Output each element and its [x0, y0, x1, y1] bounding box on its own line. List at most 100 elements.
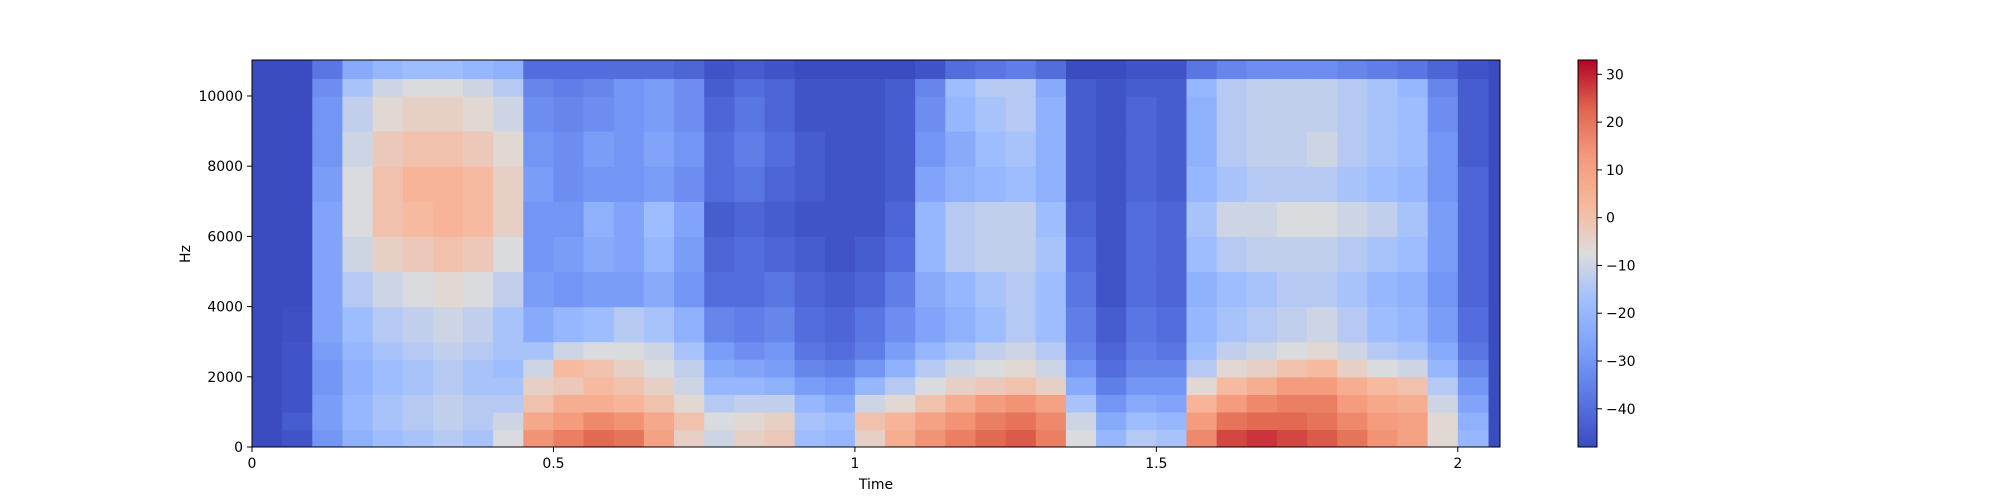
spectrogram-cell — [794, 131, 826, 167]
spectrogram-cell — [282, 236, 313, 273]
spectrogram-cell — [975, 376, 1007, 395]
spectrogram-cell — [764, 394, 796, 413]
spectrogram-cell — [1367, 271, 1399, 308]
spectrogram-cell — [643, 60, 675, 80]
spectrogram-cell — [975, 394, 1007, 413]
spectrogram-cell — [915, 394, 946, 413]
spectrogram-cell — [342, 394, 374, 413]
spectrogram-cell — [1457, 166, 1489, 202]
spectrogram-cell — [945, 78, 977, 97]
spectrogram-cell — [945, 131, 977, 167]
spectrogram-cell — [945, 394, 977, 413]
spectrogram-cell — [523, 394, 555, 413]
spectrogram-cell — [1005, 166, 1037, 202]
spectrogram-cell — [794, 429, 826, 447]
spectrogram-cell — [342, 201, 374, 237]
spectrogram-cell — [402, 131, 434, 167]
spectrogram-cell — [1307, 236, 1338, 273]
spectrogram-cell — [523, 166, 555, 202]
spectrogram-cell — [1276, 359, 1308, 378]
spectrogram-cell — [734, 60, 766, 80]
spectrogram-cell — [342, 60, 374, 80]
spectrogram-cell — [1035, 236, 1067, 273]
spectrogram-cell — [764, 78, 796, 97]
spectrogram-cell — [252, 376, 283, 395]
spectrogram-cell — [583, 236, 615, 273]
spectrogram-cell — [1156, 131, 1188, 167]
spectrogram-cell — [1216, 341, 1248, 360]
spectrogram-cell — [915, 341, 946, 360]
spectrogram-cell — [583, 306, 615, 343]
spectrogram-cell — [553, 78, 585, 97]
spectrogram-cell — [1397, 429, 1429, 447]
spectrogram-cell — [975, 60, 1007, 80]
spectrogram-cell — [734, 95, 766, 132]
spectrogram-cell — [1005, 341, 1037, 360]
spectrogram-cell — [704, 60, 735, 80]
spectrogram-cell — [794, 166, 826, 202]
spectrogram-cell — [613, 95, 645, 132]
spectrogram-cell — [975, 95, 1007, 132]
spectrogram-cell — [583, 271, 615, 308]
spectrogram-cell — [1065, 376, 1097, 395]
spectrogram-cell — [1096, 429, 1127, 447]
spectrogram-cell — [734, 236, 766, 273]
spectrogram-cell — [1337, 271, 1368, 308]
spectrogram-cell — [1156, 95, 1188, 132]
spectrogram-cell — [1246, 394, 1278, 413]
spectrogram-cell — [372, 359, 404, 378]
colorbar-tick-label: 10 — [1606, 163, 1624, 179]
spectrogram-cell — [1216, 411, 1248, 431]
spectrogram-cell — [493, 394, 524, 413]
spectrogram-cell — [824, 78, 856, 97]
spectrogram-cell — [885, 341, 916, 360]
spectrogram-cell — [613, 236, 645, 273]
spectrogram-cell — [372, 201, 404, 237]
y-tick-label: 8000 — [207, 159, 243, 175]
spectrogram-cell — [945, 201, 977, 237]
spectrogram-cell — [1397, 201, 1429, 237]
spectrogram-cell — [1307, 78, 1338, 97]
spectrogram-cell — [1276, 78, 1308, 97]
spectrogram-cell — [1337, 306, 1368, 343]
spectrogram-cell — [402, 78, 434, 97]
spectrogram-cell — [1096, 236, 1127, 273]
spectrogram-cell — [734, 376, 766, 395]
spectrogram-cell — [342, 78, 374, 97]
spectrogram-cell — [764, 411, 796, 431]
spectrogram-cell — [1126, 201, 1157, 237]
spectrogram-cell — [1035, 376, 1067, 395]
spectrogram-cell — [252, 131, 283, 167]
spectrogram-cell — [674, 166, 705, 202]
spectrogram-cell — [432, 429, 464, 447]
spectrogram-cell — [1216, 376, 1248, 395]
spectrogram-cell — [1276, 341, 1308, 360]
spectrogram-cell — [1246, 411, 1278, 431]
spectrogram-cell — [1457, 95, 1489, 132]
spectrogram-cell — [674, 394, 705, 413]
spectrogram-cell — [1457, 429, 1489, 447]
spectrogram-cell — [1427, 60, 1459, 80]
spectrogram-cell — [1427, 306, 1459, 343]
spectrogram-cell — [432, 78, 464, 97]
spectrogram-cell — [1397, 341, 1429, 360]
spectrogram-cell — [1186, 95, 1218, 132]
spectrogram-cell — [824, 429, 856, 447]
spectrogram-cell — [1186, 201, 1218, 237]
spectrogram-cell — [1156, 394, 1188, 413]
spectrogram-cell — [372, 60, 404, 80]
spectrogram-cell — [1367, 411, 1399, 431]
spectrogram-cell — [402, 429, 434, 447]
spectrogram-cell — [704, 306, 735, 343]
spectrogram-cell — [1307, 411, 1338, 431]
spectrogram-cell — [493, 201, 524, 237]
spectrogram-cell — [463, 411, 494, 431]
spectrogram-cell — [402, 341, 434, 360]
spectrogram-cell — [523, 271, 555, 308]
spectrogram-cell — [704, 166, 735, 202]
spectrogram-cell — [1065, 236, 1097, 273]
x-axis-label: Time — [858, 477, 893, 493]
spectrogram-cell — [1035, 166, 1067, 202]
spectrogram-cell — [342, 236, 374, 273]
spectrogram-cell — [402, 60, 434, 80]
